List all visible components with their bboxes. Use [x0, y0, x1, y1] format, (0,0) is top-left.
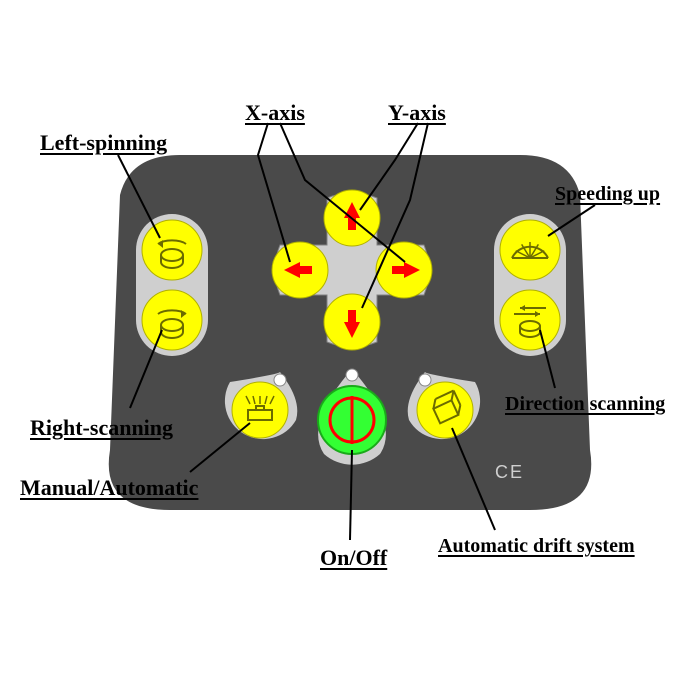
label-on-off: On/Off [320, 545, 387, 571]
label-direction-scan: Direction scanning [505, 393, 665, 416]
auto-drift-led-icon [419, 374, 431, 386]
auto-drift-button[interactable] [417, 382, 473, 438]
manual-auto-led-icon [274, 374, 286, 386]
ce-mark-icon: CE [495, 462, 524, 482]
label-manual-auto: Manual/Automatic [20, 475, 198, 501]
label-left-spinning: Left-spinning [40, 130, 167, 156]
power-led-icon [346, 369, 358, 381]
label-y-axis: Y-axis [388, 100, 446, 126]
label-x-axis: X-axis [245, 100, 305, 126]
label-auto-drift: Automatic drift system [438, 535, 635, 558]
label-right-scanning: Right-scanning [30, 415, 173, 441]
control-panel-diagram: CE [0, 0, 700, 700]
label-speeding-up: Speeding up [555, 183, 660, 206]
